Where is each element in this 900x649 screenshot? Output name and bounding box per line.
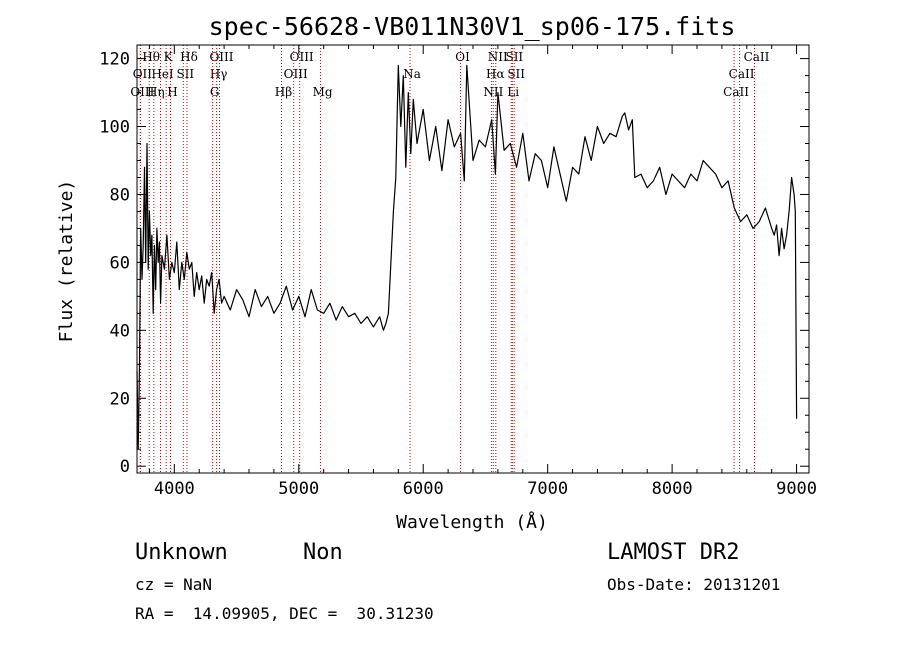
class-label: Unknown [135,540,228,565]
line-marker-label: NII [483,85,503,99]
spectrum-line [136,64,798,450]
line-marker-label: CaII [723,85,749,99]
line-marker-label: Hβ [275,85,292,99]
x-tick-label: 8000 [652,479,693,499]
y-tick-label: 120 [99,50,130,70]
x-tick-label: 9000 [776,479,817,499]
line-marker-label: CaII [729,67,755,81]
line-marker-label: OIII [130,85,154,99]
spectrum-series [136,64,798,450]
line-marker-label: G [210,85,220,99]
y-tick-label: 80 [110,185,130,205]
y-tick-label: 40 [110,321,130,341]
line-marker-label: Hα [486,67,505,81]
line-marker-label: Mg [313,85,333,99]
subclass-label: Non [303,540,343,565]
line-marker-label: HeI [151,67,174,81]
y-tick-label: 60 [110,253,130,273]
line-marker-label: OII [133,67,153,81]
x-tick-label: 6000 [403,479,444,499]
line-marker-label: Hγ [210,67,228,81]
plot-frame [136,44,810,474]
y-tick-label: 20 [110,389,130,409]
line-marker-label: SII [176,67,194,81]
line-marker-label: CaII [744,50,770,64]
chart-title: spec-56628-VB011N30V1_sp06-175.fits [209,12,736,41]
line-marker-label: OIII [209,50,233,64]
line-marker-label: OIII [290,50,314,64]
axes: 4000 5000 6000 7000 8000 9000 0 20 40 60 80 100 120 [99,45,817,499]
obs-date-text: Obs-Date: 20131201 [607,575,780,594]
x-tick-label: 5000 [278,479,319,499]
survey-label: LAMOST DR2 [607,540,739,565]
line-marker-label: H [167,85,177,99]
line-marker-label: Li [507,85,519,99]
x-tick-label: 7000 [527,479,568,499]
x-axis-label: Wavelength (Å) [396,511,548,533]
line-marker-label: Hθ [142,50,160,64]
line-marker-label: SII [507,67,525,81]
redshift-text: cz = NaN [135,575,212,594]
line-marker-label: Hη [147,85,165,99]
line-marker-label: OI [455,50,470,64]
line-marker-label: K [164,50,174,64]
x-tick-label: 4000 [154,479,195,499]
y-axis-label: Flux (relative) [56,180,77,343]
y-tick-label: 0 [120,457,130,477]
coordinates-text: RA = 14.09905, DEC = 30.31230 [135,604,434,623]
line-marker-label: Na [403,67,421,81]
line-marker-label: Hδ [180,50,198,64]
line-marker-label: OIII [284,67,308,81]
y-tick-label: 100 [99,118,130,138]
